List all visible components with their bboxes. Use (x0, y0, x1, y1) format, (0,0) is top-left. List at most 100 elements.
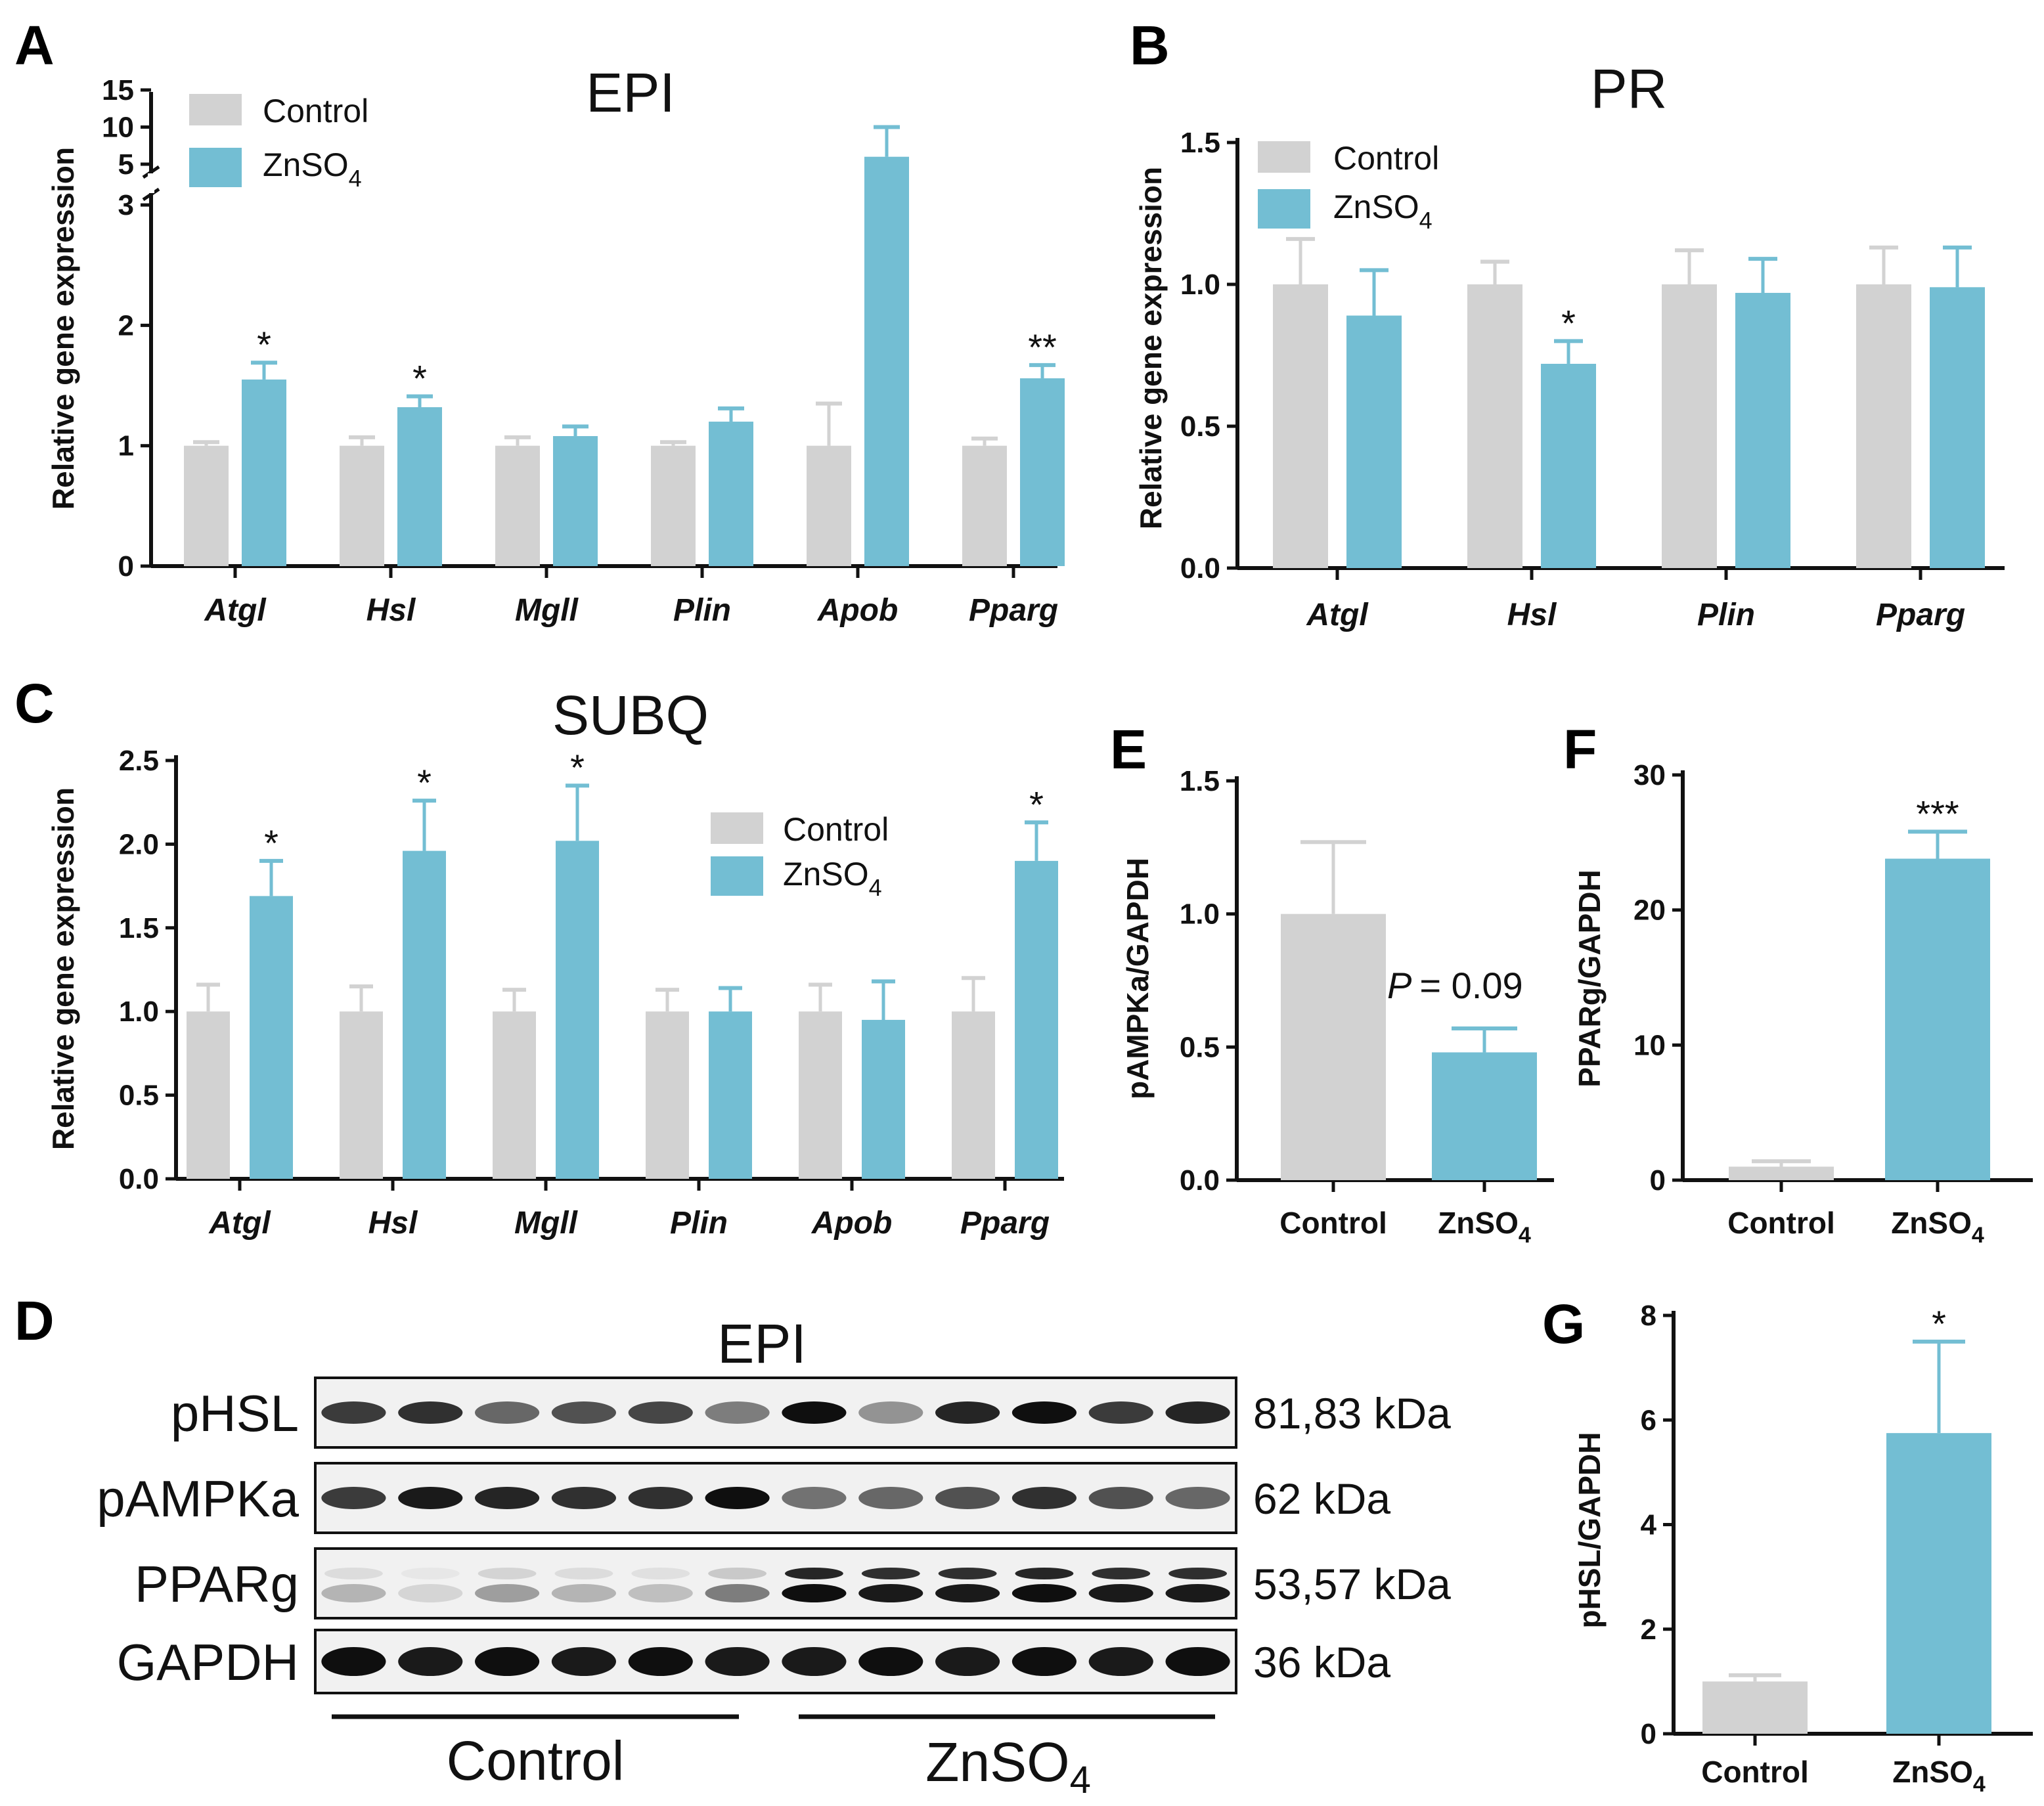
bar-znso4-mgll (553, 436, 598, 566)
y-tick-label: 1.0 (1180, 269, 1220, 301)
blot-band (1165, 1401, 1230, 1424)
blot-band-upper (478, 1568, 537, 1579)
x-tick-label: Mgll (515, 593, 579, 628)
bar-znso4-plin (709, 422, 753, 566)
blot-band (782, 1487, 847, 1509)
blot-band (1088, 1487, 1153, 1509)
bars-f: *** (1729, 793, 1990, 1180)
x-tick-label: Hsl (368, 1206, 418, 1241)
bar-control-pparg (952, 1011, 995, 1179)
blot-band (705, 1647, 770, 1676)
blot-band-upper (401, 1568, 460, 1579)
x-tick-label: Hsl (367, 593, 416, 628)
y-tick-label: 4 (1641, 1509, 1657, 1541)
blot-band (1011, 1487, 1077, 1509)
blot-band (398, 1487, 463, 1509)
blot-band (705, 1401, 770, 1424)
x-tick-label: Pparg (960, 1206, 1050, 1241)
blot-row-gapdh: GAPDH 36 kDa (117, 1629, 1390, 1694)
y-tick-label: 2 (118, 309, 134, 341)
panel-letter-a: A (14, 14, 55, 76)
bar-control-mgll (495, 445, 540, 566)
y-tick-label: 0.5 (119, 1080, 159, 1112)
blot-band (398, 1584, 463, 1602)
blot-band-upper (785, 1568, 843, 1579)
y-tick-label: 30 (1633, 759, 1666, 791)
x-tick-label: Mgll (514, 1206, 579, 1241)
chart-title-b: PR (1591, 58, 1668, 120)
blot-band (321, 1584, 386, 1602)
blot-band (858, 1401, 923, 1424)
bar-control-hsl (340, 1011, 383, 1179)
chart-title-a: EPI (586, 62, 675, 123)
bar-control-apob (799, 1011, 842, 1179)
panel-b-chart: B PR Relative gene expression 0.0 0.5 1.0 1… (1130, 14, 2005, 632)
y-tick-label: 20 (1633, 894, 1666, 927)
legend-label-control-b: Control (1333, 140, 1439, 177)
blot-band-upper (708, 1568, 766, 1579)
blot-membrane (314, 1462, 1237, 1534)
blot-band (628, 1584, 693, 1602)
bar-control-plin (1662, 284, 1717, 568)
y-tick-label: 2.0 (119, 828, 159, 860)
x-tick-label: Control (1279, 1206, 1387, 1240)
significance-marker: * (1561, 302, 1576, 343)
blot-band (321, 1487, 386, 1509)
y-tick-label: 0.5 (1180, 1031, 1220, 1063)
y-tick-label: 1.0 (1180, 898, 1220, 931)
blot-band (398, 1401, 463, 1424)
bars-c: * * * * (187, 747, 1058, 1179)
y-axis-title-g: pHSL/GAPDH (1572, 1432, 1607, 1629)
blot-band-upper (938, 1568, 997, 1579)
blot-kda-label: 36 kDa (1253, 1638, 1390, 1686)
x-tick-label: Atgl (208, 1206, 271, 1241)
blot-band (628, 1487, 693, 1509)
blot-band (475, 1487, 540, 1509)
blot-band (935, 1647, 1000, 1676)
blot-band-upper (1092, 1568, 1151, 1579)
panel-letter-g: G (1542, 1293, 1585, 1355)
x-tick-label: Control (1727, 1206, 1835, 1240)
bar-znso4-plin (709, 1011, 752, 1179)
group-label-control: Control (447, 1730, 625, 1792)
bar-znso4-pparg (1015, 860, 1058, 1179)
blot-kda-label: 53,57 kDa (1253, 1560, 1451, 1608)
blot-band (935, 1584, 1000, 1602)
bar-znso4-atgl (250, 896, 293, 1179)
bar-znso4-apob (864, 156, 909, 566)
blot-title: EPI (717, 1313, 806, 1375)
blot-band (935, 1401, 1000, 1424)
blot-row-pampka: pAMPKa 62 kDa (97, 1462, 1390, 1534)
significance-marker: * (417, 762, 432, 803)
axes-e: 0.0 0.5 1.0 1.5 Control ZnSO4 (1180, 765, 1554, 1248)
x-tick-label: Pparg (969, 593, 1058, 628)
y-tick-label: 0 (1641, 1718, 1656, 1750)
panel-f-chart: F PPARg/GAPDH 0 10 20 30 Control ZnSO4 *** (1563, 718, 2033, 1248)
bar-control-control (1281, 914, 1386, 1180)
blot-band (782, 1401, 847, 1424)
bar-znso4-plin (1735, 292, 1790, 568)
blot-band (475, 1647, 540, 1676)
panel-a-chart: A EPI Relative gene expression 0 1 2 3 5 10 15… (14, 14, 1065, 628)
blot-band (551, 1401, 616, 1424)
blot-kda-label: 62 kDa (1253, 1474, 1390, 1523)
bars-g: * (1702, 1303, 1991, 1734)
legend-swatch-treated-c (711, 856, 763, 896)
panel-letter-e: E (1110, 718, 1147, 780)
blot-band (1011, 1647, 1077, 1676)
blot-band-upper (324, 1568, 383, 1579)
bar-znso4-pparg (1930, 287, 1985, 568)
significance-marker: * (264, 822, 278, 864)
blot-band (935, 1487, 1000, 1509)
blot-band-upper (631, 1568, 690, 1579)
x-tick-label: Apob (817, 593, 899, 628)
blot-band-upper (1168, 1568, 1227, 1579)
y-axis-title-b: Relative gene expression (1134, 167, 1168, 529)
blot-band (858, 1487, 923, 1509)
bar-znso4-pparg (1020, 378, 1065, 566)
y-tick-label: 3 (118, 189, 134, 221)
panel-letter-c: C (14, 672, 55, 734)
blot-band (782, 1584, 847, 1602)
axes-a: 0 1 2 3 5 10 15 Atgl Hsl Mgll Plin Apob Pparg (102, 74, 1058, 628)
blot-band-upper (861, 1568, 920, 1579)
